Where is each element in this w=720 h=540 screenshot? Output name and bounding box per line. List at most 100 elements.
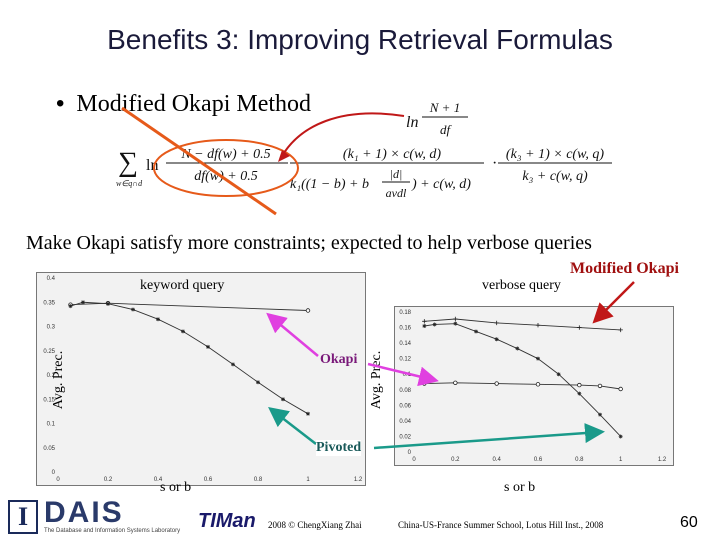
modified-okapi-label: Modified Okapi xyxy=(570,260,679,277)
verbose-query-chart: 0 0.2 0.4 0.6 0.8 1 1.2 0 0.02 0.04 0.06 0.08 0.1 0.1… xyxy=(388,292,678,470)
y-tick-label: 0.35 xyxy=(43,300,55,306)
verbose-xlabel: s or b xyxy=(504,480,536,495)
formula-tf-num: (k₁ + 1) × c(w, d) xyxy=(343,147,441,162)
y-tick-label: 0.02 xyxy=(399,434,411,440)
data-point xyxy=(618,327,623,333)
y-tick-label: 0.18 xyxy=(399,310,411,316)
x-tick-label: 0.6 xyxy=(534,457,543,463)
data-point xyxy=(577,325,582,330)
data-point xyxy=(305,308,311,313)
formula-qtf-den: k₃ + c(w, q) xyxy=(522,169,588,184)
pivoted-arrow-right xyxy=(373,423,605,450)
formula-mod-num: N + 1 xyxy=(429,100,460,115)
formula-dot-2: · xyxy=(492,155,497,172)
series-line xyxy=(424,318,621,331)
strike-line xyxy=(121,106,277,216)
data-point xyxy=(453,316,458,322)
modified-okapi-arrow xyxy=(592,281,635,324)
y-tick-label: 0.04 xyxy=(399,419,411,425)
x-tick-label: 0.4 xyxy=(492,457,501,463)
data-point xyxy=(535,323,541,328)
x-tick-label: 0.2 xyxy=(451,457,460,463)
x-tick-label: 0.8 xyxy=(254,477,263,483)
data-point xyxy=(494,337,499,342)
y-tick-label: 0.08 xyxy=(399,388,411,394)
verbose-chart-title: verbose query xyxy=(482,278,561,293)
formula-mod-den: df xyxy=(440,122,453,137)
data-point xyxy=(422,324,427,328)
y-tick-label: 0 xyxy=(408,450,412,456)
y-tick-label: 0.1 xyxy=(403,372,412,378)
data-point xyxy=(515,346,520,351)
x-tick-label: 0 xyxy=(56,477,60,483)
bullet-dot: • xyxy=(56,90,65,117)
keyword-chart-title: keyword query xyxy=(140,278,225,293)
data-point xyxy=(577,382,582,388)
data-point xyxy=(206,344,210,349)
dais-logo: DAIS xyxy=(44,496,124,529)
data-point xyxy=(81,300,85,305)
pivoted-label: Pivoted xyxy=(316,440,362,456)
data-point xyxy=(453,380,458,385)
data-point xyxy=(156,317,160,322)
subtitle: Make Okapi satisfy more constraints; exp… xyxy=(26,232,592,254)
data-point xyxy=(306,411,310,416)
y-tick-label: 0.16 xyxy=(399,326,411,332)
data-point xyxy=(494,320,499,326)
formula-tf-den-b: ) + c(w, d) xyxy=(411,177,471,192)
y-tick-label: 0.3 xyxy=(47,325,56,331)
data-point xyxy=(231,362,235,367)
okapi-arrow-left xyxy=(266,312,319,357)
keyword-xlabel: s or b xyxy=(160,480,192,495)
data-point xyxy=(281,397,285,402)
data-point xyxy=(556,372,561,377)
uiuc-logo: I xyxy=(8,500,38,534)
timan-logo: TIMan xyxy=(198,510,256,532)
formula-orig-den: df(w) + 0.5 xyxy=(194,169,258,184)
slide-title: Benefits 3: Improving Retrieval Formulas xyxy=(107,24,613,55)
x-tick-label: 0 xyxy=(412,457,416,463)
data-point xyxy=(474,329,478,334)
data-point xyxy=(256,380,260,385)
y-tick-label: 0.06 xyxy=(399,403,411,409)
data-point xyxy=(618,386,623,392)
y-tick-label: 0.25 xyxy=(43,349,55,355)
formula-tf-frac-num: |d| xyxy=(390,167,403,181)
formula-mod-ln: ln xyxy=(406,114,418,131)
keyword-plot-area xyxy=(36,272,366,486)
data-point xyxy=(535,382,541,387)
y-tick-label: 0.14 xyxy=(399,341,411,347)
footer-copyright: 2008 © ChengXiang Zhai xyxy=(268,520,362,530)
verbose-plot-area xyxy=(394,306,674,466)
data-point xyxy=(181,329,185,334)
data-point xyxy=(597,383,603,389)
verbose-plot-svg: 0 0.2 0.4 0.6 0.8 1 1.2 0 0.02 0.04 0.06 0.08 0.1 0.1… xyxy=(399,310,667,463)
formula-tf-frac-den: avdl xyxy=(386,186,407,200)
keyword-query-chart: 0 0.2 0.4 0.6 0.8 1 1.2 0 0.05 0.1 0.15 0.2 0.25 0.3 0… xyxy=(22,262,372,500)
x-tick-label: 1.2 xyxy=(354,477,363,483)
replacement-arrowhead xyxy=(278,150,290,162)
data-point xyxy=(131,307,135,312)
y-tick-label: 0 xyxy=(52,470,56,476)
data-point xyxy=(494,381,499,386)
data-point xyxy=(618,434,623,439)
y-tick-label: 0.15 xyxy=(43,397,55,403)
okapi-arrow-right xyxy=(367,362,439,387)
bullet-item: • Modified Okapi Method xyxy=(56,90,311,118)
y-tick-label: 0.1 xyxy=(47,422,56,428)
x-tick-label: 0.8 xyxy=(575,457,584,463)
data-point xyxy=(598,412,602,417)
y-tick-label: 0.4 xyxy=(47,276,56,282)
y-tick-label: 0.05 xyxy=(43,446,55,452)
y-tick-label: 0.12 xyxy=(399,357,411,363)
formula-sum-sub: w∈q∩d xyxy=(116,179,143,188)
data-point xyxy=(536,356,540,361)
strike-ellipse xyxy=(153,139,299,197)
data-point xyxy=(422,319,427,324)
formula-sum: ∑ xyxy=(118,147,138,178)
page-number: 60 xyxy=(680,514,698,531)
formula-qtf-num: (k₃ + 1) × c(w, q) xyxy=(506,147,604,162)
y-tick-label: 0.2 xyxy=(47,373,56,379)
data-point xyxy=(453,321,458,326)
